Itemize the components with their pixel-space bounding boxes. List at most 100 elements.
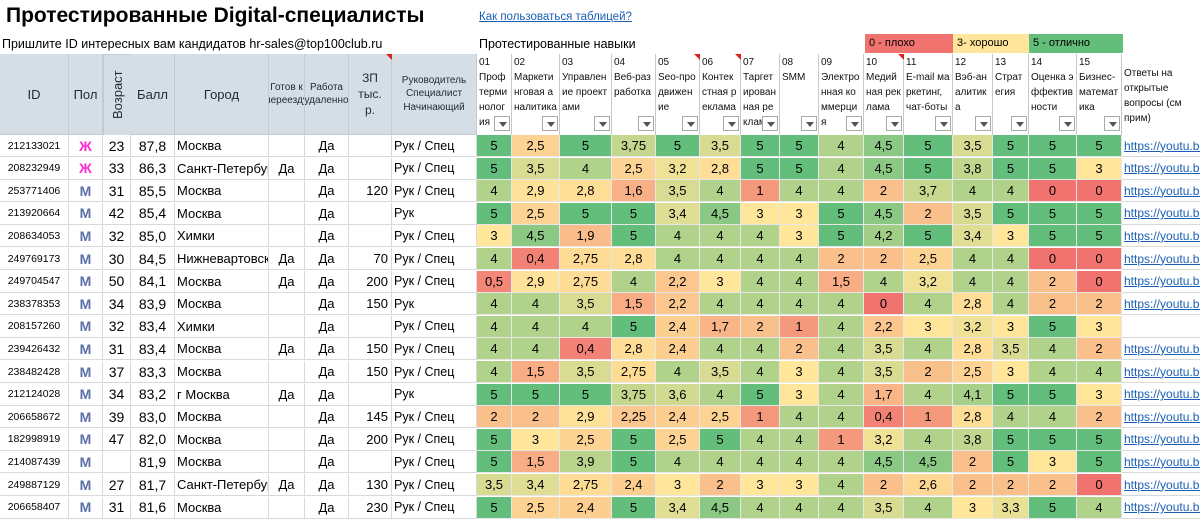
cell-city[interactable]: Москва [175, 361, 269, 383]
filter-dropdown-icon[interactable] [682, 116, 698, 131]
skill-score-cell[interactable]: 2 [1029, 270, 1077, 293]
skill-score-cell[interactable]: 1 [904, 406, 953, 429]
skill-score-cell[interactable]: 4 [993, 270, 1029, 293]
cell-role[interactable]: Рук [392, 202, 477, 225]
filter-dropdown-icon[interactable] [886, 116, 902, 131]
skill-score-cell[interactable]: 5 [560, 383, 612, 406]
cell-score[interactable]: 86,3 [131, 157, 175, 180]
filter-dropdown-icon[interactable] [594, 116, 610, 131]
skill-score-cell[interactable]: 4 [819, 496, 864, 519]
skill-score-cell[interactable]: 2 [1029, 293, 1077, 316]
skill-score-cell[interactable]: 2,5 [512, 135, 560, 157]
skill-score-cell[interactable]: 2 [993, 474, 1029, 496]
skill-score-cell[interactable]: 5 [993, 451, 1029, 474]
skill-score-cell[interactable]: 2,8 [953, 293, 993, 316]
skill-score-cell[interactable]: 2 [512, 406, 560, 429]
skill-score-cell[interactable]: 4 [741, 496, 780, 519]
cell-salary[interactable]: 150 [349, 361, 392, 383]
col-header-relocate[interactable]: Готов к переезду [269, 54, 305, 135]
cell-city[interactable]: Москва [175, 496, 269, 519]
cell-city[interactable]: Химки [175, 315, 269, 338]
skill-score-cell[interactable]: 5 [560, 135, 612, 157]
answers-video-link[interactable]: https://youtu.be/ [1122, 361, 1200, 383]
skill-score-cell[interactable]: 5 [741, 135, 780, 157]
skill-score-cell[interactable]: 5 [1029, 496, 1077, 519]
skill-score-cell[interactable]: 3 [1077, 315, 1122, 338]
cell-remote[interactable]: Да [305, 474, 349, 496]
skill-score-cell[interactable]: 2 [1077, 406, 1122, 429]
cell-sex[interactable]: М [69, 361, 103, 383]
skill-score-cell[interactable]: 3,5 [700, 361, 741, 383]
skill-score-cell[interactable]: 3 [780, 383, 819, 406]
cell-role[interactable]: Рук / Спец [392, 315, 477, 338]
cell-age[interactable]: 42 [103, 202, 131, 225]
skill-score-cell[interactable]: 3 [993, 361, 1029, 383]
cell-salary[interactable] [349, 451, 392, 474]
cell-id[interactable]: 213920664 [0, 202, 69, 225]
skill-score-cell[interactable]: 0 [1029, 248, 1077, 270]
cell-city[interactable]: Москва [175, 451, 269, 474]
answers-video-link[interactable]: https://youtu.be/ [1122, 180, 1200, 203]
cell-remote[interactable]: Да [305, 225, 349, 248]
skill-score-cell[interactable]: 2,8 [953, 406, 993, 429]
skill-score-cell[interactable]: 1,7 [700, 315, 741, 338]
skill-score-cell[interactable]: 4 [477, 361, 512, 383]
filter-dropdown-icon[interactable] [1104, 116, 1120, 131]
cell-remote[interactable]: Да [305, 451, 349, 474]
cell-sex[interactable]: М [69, 270, 103, 293]
answers-video-link[interactable]: https://youtu.be/ [1122, 271, 1200, 293]
filter-dropdown-icon[interactable] [846, 116, 862, 131]
cell-id[interactable]: 212124028 [0, 383, 69, 406]
skill-score-cell[interactable]: 2,75 [612, 361, 656, 383]
skill-score-cell[interactable]: 2,75 [560, 248, 612, 270]
skill-score-cell[interactable]: 5 [1029, 428, 1077, 451]
skill-score-cell[interactable]: 2,2 [864, 315, 904, 338]
skill-score-cell[interactable]: 3,8 [953, 428, 993, 451]
cell-id[interactable]: 239426432 [0, 338, 69, 361]
skill-score-cell[interactable]: 4 [512, 293, 560, 316]
filter-dropdown-icon[interactable] [975, 116, 991, 131]
skill-score-cell[interactable]: 4 [477, 180, 512, 203]
cell-score[interactable]: 83,0 [131, 406, 175, 429]
skill-score-cell[interactable]: 3,4 [656, 496, 700, 519]
table-row[interactable]: 249769173 М 30 84,5 Нижневартовск Да Да 70 Рук /… [0, 248, 1200, 270]
cell-remote[interactable]: Да [305, 338, 349, 361]
table-row[interactable]: 212124028 М 34 83,2 г Москва Да Да Рук 5 5 5 3,75 3,… [0, 383, 1200, 406]
skill-score-cell[interactable]: 4 [780, 496, 819, 519]
skill-score-cell[interactable]: 3 [512, 428, 560, 451]
cell-age[interactable]: 32 [103, 225, 131, 248]
skill-score-cell[interactable]: 4 [1029, 406, 1077, 429]
cell-city[interactable]: Санкт-Петербург [175, 474, 269, 496]
cell-age[interactable]: 50 [103, 270, 131, 293]
cell-age[interactable]: 39 [103, 406, 131, 429]
skill-score-cell[interactable]: 4 [864, 270, 904, 293]
skill-score-cell[interactable]: 2 [1077, 338, 1122, 361]
skill-score-cell[interactable]: 5 [612, 315, 656, 338]
skill-score-cell[interactable]: 2,5 [656, 428, 700, 451]
skill-score-cell[interactable]: 1,6 [612, 180, 656, 203]
skill-score-cell[interactable]: 5 [993, 383, 1029, 406]
skill-score-cell[interactable]: 1,5 [512, 451, 560, 474]
skill-score-cell[interactable]: 2 [864, 180, 904, 203]
cell-score[interactable]: 85,0 [131, 225, 175, 248]
skill-score-cell[interactable]: 4 [819, 135, 864, 157]
skill-score-cell[interactable]: 4 [741, 248, 780, 270]
cell-id[interactable]: 208232949 [0, 157, 69, 180]
cell-remote[interactable]: Да [305, 248, 349, 270]
cell-salary[interactable] [349, 202, 392, 225]
skill-score-cell[interactable]: 2,8 [700, 157, 741, 180]
cell-age[interactable]: 32 [103, 315, 131, 338]
skill-score-cell[interactable]: 4 [780, 406, 819, 429]
cell-sex[interactable]: М [69, 202, 103, 225]
skill-score-cell[interactable]: 4,5 [904, 451, 953, 474]
cell-role[interactable]: Рук / Спец [392, 248, 477, 270]
skill-score-cell[interactable]: 1,5 [819, 270, 864, 293]
skill-score-cell[interactable]: 1 [819, 428, 864, 451]
skill-score-cell[interactable]: 4 [477, 338, 512, 361]
skill-score-cell[interactable]: 4 [560, 157, 612, 180]
skill-score-cell[interactable]: 5 [560, 202, 612, 225]
skill-score-cell[interactable]: 3,2 [904, 270, 953, 293]
cell-city[interactable]: Москва [175, 428, 269, 451]
skill-header-07[interactable]: 07 Таргетированная реклама [741, 54, 780, 135]
skill-score-cell[interactable]: 3 [656, 474, 700, 496]
